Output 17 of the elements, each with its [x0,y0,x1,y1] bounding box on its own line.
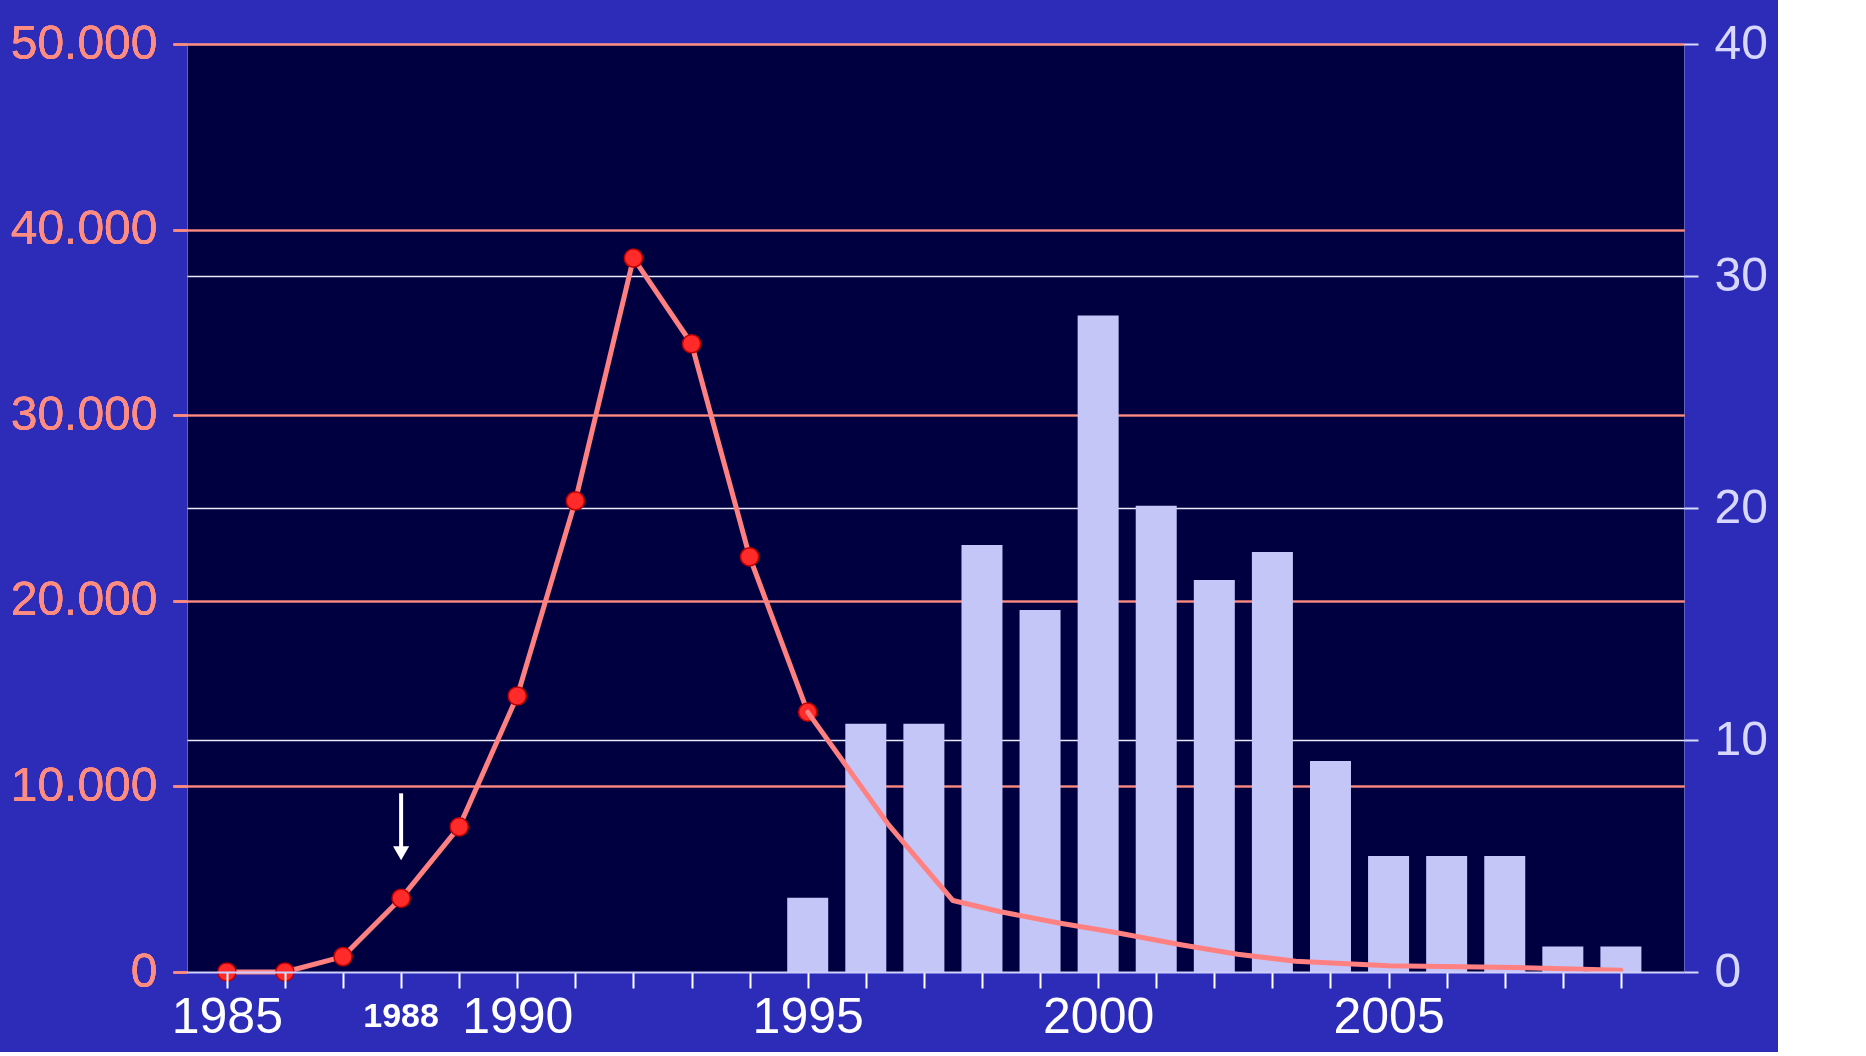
x-tick-label: 1985 [171,987,283,1044]
y-tick-label: 50.000 [10,15,158,69]
y-tick-label: 10.000 [10,757,158,811]
y2-tick-label: 10 [1714,711,1768,765]
y2-tick-label: 0 [1714,943,1742,997]
y-tick-label: 20.000 [10,572,158,626]
y-tick-label: 30.000 [10,386,158,440]
y-tick-label: 0 [130,943,158,997]
y2-tick-label: 30 [1714,247,1768,301]
x-tick-label: 2005 [1333,987,1445,1044]
y2-tick-label: 40 [1714,15,1768,69]
x-tick-label: 2000 [1043,987,1155,1044]
x-tick-label: 1995 [752,987,864,1044]
annotation: 1988 [363,996,439,1034]
y2-tick-label: 20 [1714,479,1768,533]
x-tick-label: 1990 [462,987,574,1044]
y-tick-label: 40.000 [10,201,158,255]
